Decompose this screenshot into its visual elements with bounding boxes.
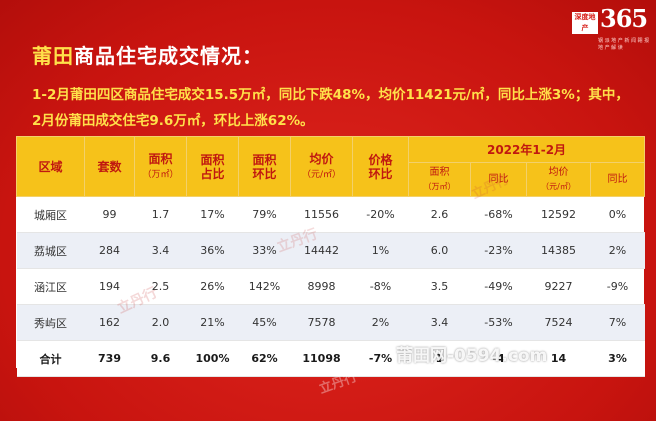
cell-area-mom: 79% (238, 196, 291, 233)
subheader-area: 面积 （万㎡） (408, 162, 471, 197)
header-region: 区域 (16, 136, 85, 197)
cell-prev-price: 14 (526, 340, 591, 377)
header-area-mom: 面积 环比 (238, 136, 291, 197)
cell-prev-area-yoy: -53% (470, 304, 527, 341)
cell-area: 9.6 (134, 340, 187, 377)
cell-area: 3.4 (134, 232, 187, 269)
cell-share: 17% (186, 196, 239, 233)
cell-price-mom: -20% (352, 196, 409, 233)
cell-units: 194 (84, 268, 135, 305)
cell-units: 739 (84, 340, 135, 377)
header-price: 均价 （元/㎡） (290, 136, 353, 197)
cell-share: 100% (186, 340, 239, 377)
page-title: 莆田商品住宅成交情况： (32, 40, 263, 69)
cell-prev-area-yoy: -49% (470, 268, 527, 305)
cell-units: 99 (84, 196, 135, 233)
logo-subtitle: 钢 派 地 产 新 闻 翱 报 地 产 解 读 (598, 38, 650, 51)
cell-price: 11098 (290, 340, 353, 377)
cell-units: 284 (84, 232, 135, 269)
cell-price-mom: 2% (352, 304, 409, 341)
cell-price: 14442 (290, 232, 353, 269)
brand-logo: 深度地产 365 钢 派 地 产 新 闻 翱 报 地 产 解 读 (572, 4, 650, 60)
summary-text: 1-2月莆田四区商品住宅成交15.5万㎡，同比下跌48%，均价11421元/㎡，… (32, 87, 629, 129)
subheader-price-yoy: 同比 (589, 162, 646, 197)
cell-area: 2.0 (134, 304, 187, 341)
header-area-share: 面积 占比 (186, 136, 239, 197)
cell-price: 7578 (290, 304, 353, 341)
logo-number: 365 (600, 4, 648, 33)
table-row: 荔城区 284 3.4 36% 33% 14442 1% 6.0 -23% 14… (16, 232, 645, 269)
subheader-price: 均价 （元/㎡） (526, 162, 591, 197)
header-price-mom: 价格 环比 (352, 136, 409, 197)
site-watermark: 莆田网-0594.com (396, 346, 548, 366)
cell-prev-area: 6.0 (408, 232, 471, 269)
cell-prev-area: 3.4 (408, 304, 471, 341)
subheader-area-yoy: 同比 (470, 162, 527, 197)
cell-area-mom: 45% (238, 304, 291, 341)
cell-prev-price: 9227 (526, 268, 591, 305)
cell-region: 秀屿区 (16, 304, 85, 341)
title-rest: 商品住宅成交情况： (74, 44, 263, 68)
cell-prev-area-yoy: -4 (470, 340, 527, 377)
sales-table-container: 区域 套数 面积 （万㎡） 面积 占比 面积 环比 均价 （元/㎡） 价格 环比 2022… (16, 136, 646, 377)
logo-badge: 深度地产 (572, 12, 598, 34)
cell-region: 涵江区 (16, 268, 85, 305)
cell-region: 荔城区 (16, 232, 85, 269)
cell-region: 城厢区 (16, 196, 85, 233)
cell-share: 36% (186, 232, 239, 269)
title-highlight: 莆田 (32, 44, 74, 68)
cell-prev-price-yoy: 0% (590, 196, 645, 233)
cell-prev-area-yoy: -23% (470, 232, 527, 269)
cell-prev-price-yoy: 7% (590, 304, 645, 341)
cell-price-mom: 1% (352, 232, 409, 269)
cell-region: 合计 (16, 340, 85, 377)
cell-prev-price: 14385 (526, 232, 591, 269)
cell-prev-price-yoy: 2% (590, 232, 645, 269)
cell-share: 21% (186, 304, 239, 341)
cell-area: 2.5 (134, 268, 187, 305)
cell-prev-price-yoy: 3% (590, 340, 645, 377)
cell-prev-area-yoy: -68% (470, 196, 527, 233)
table-row: 城厢区 99 1.7 17% 79% 11556 -20% 2.6 -68% 1… (16, 196, 645, 233)
table-row-total: 合计 739 9.6 100% 62% 11098 -7% 1 -4 14 3% (16, 340, 645, 377)
header-period: 2022年1-2月 (407, 136, 646, 163)
table-row: 秀屿区 162 2.0 21% 45% 7578 2% 3.4 -53% 752… (16, 304, 645, 341)
cell-prev-price: 12592 (526, 196, 591, 233)
cell-prev-area: 3.5 (408, 268, 471, 305)
header-units: 套数 (84, 136, 135, 197)
sales-table: 区域 套数 面积 （万㎡） 面积 占比 面积 环比 均价 （元/㎡） 价格 环比 2022… (16, 136, 646, 377)
cell-area-mom: 142% (238, 268, 291, 305)
cell-price-mom: -8% (352, 268, 409, 305)
cell-price-mom: -7% (352, 340, 409, 377)
cell-prev-price-yoy: -9% (590, 268, 645, 305)
cell-price: 8998 (290, 268, 353, 305)
cell-price: 11556 (290, 196, 353, 233)
cell-area: 1.7 (134, 196, 187, 233)
cell-units: 162 (84, 304, 135, 341)
header-area: 面积 （万㎡） (134, 136, 187, 197)
cell-prev-area: 2.6 (408, 196, 471, 233)
cell-share: 26% (186, 268, 239, 305)
table-row: 涵江区 194 2.5 26% 142% 8998 -8% 3.5 -49% 9… (16, 268, 645, 305)
cell-area-mom: 33% (238, 232, 291, 269)
cell-prev-price: 7524 (526, 304, 591, 341)
cell-area-mom: 62% (238, 340, 291, 377)
cell-prev-area: 1 (408, 340, 471, 377)
